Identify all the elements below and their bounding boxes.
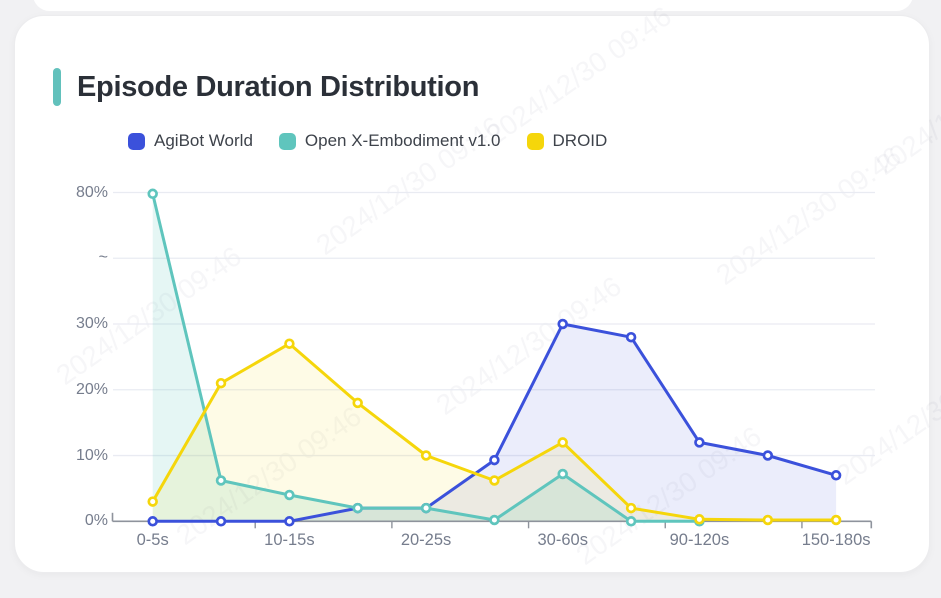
legend-label: DROID [552, 131, 608, 150]
x-axis-tick-label: 90-120s [669, 531, 730, 549]
card-header: Episode Duration Distribution [53, 68, 479, 106]
x-axis-tick-label: 150-180s [801, 531, 871, 549]
x-axis-tick-label: 0-5s [136, 531, 169, 549]
y-axis-tick-label: ~ [98, 249, 108, 267]
legend-swatch [278, 132, 296, 150]
x-axis-tick-label: 20-25s [400, 531, 452, 549]
legend-item-0[interactable]: AgiBot World [128, 131, 253, 151]
title-accent-bar [53, 68, 61, 106]
y-axis-tick-label: 0% [84, 512, 108, 530]
x-axis-tick-label: 10-15s [264, 531, 315, 549]
legend-swatch [128, 132, 145, 150]
legend-label: AgiBot World [154, 131, 253, 150]
chart-legend: AgiBot World Open X-Embodiment v1.0 DROID [128, 131, 633, 151]
y-axis-tick-label: 20% [75, 380, 108, 398]
legend-item-2[interactable]: DROID [526, 131, 608, 151]
page-title: Episode Duration Distribution [77, 70, 480, 103]
legend-item-1[interactable]: Open X-Embodiment v1.0 [278, 131, 501, 151]
y-axis-tick-label: 10% [75, 446, 108, 464]
y-axis-tick-label: 80% [75, 183, 108, 201]
legend-label: Open X-Embodiment v1.0 [304, 131, 501, 150]
adjacent-card-edge [33, 0, 913, 11]
x-axis-tick-label: 30-60s [537, 531, 588, 549]
y-axis-tick-label: 30% [75, 315, 108, 333]
legend-swatch [526, 132, 544, 150]
